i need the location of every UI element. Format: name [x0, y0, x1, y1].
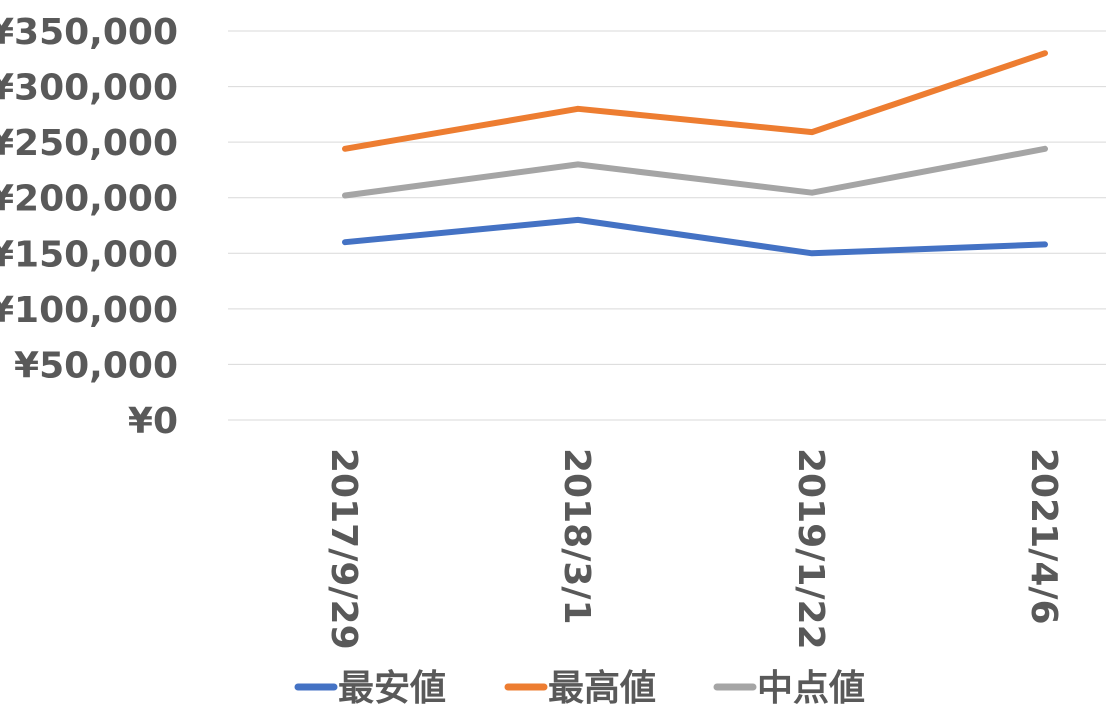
x-tick-label: 2017/9/29	[323, 448, 364, 650]
x-axis-tick-labels: 2017/9/29 2018/3/1 2019/1/22 2021/4/6	[323, 448, 1064, 650]
series-line-0	[342, 216, 1048, 257]
x-tick-label: 2018/3/1	[556, 448, 597, 625]
y-tick-label: ¥200,000	[0, 179, 178, 220]
y-tick-label: ¥250,000	[0, 123, 178, 164]
x-tick-label: 2019/1/22	[790, 448, 831, 650]
y-tick-label: ¥350,000	[0, 12, 178, 53]
series-lines	[342, 50, 1048, 257]
legend-label: 最安値	[338, 668, 446, 709]
series-line-1	[342, 50, 1048, 152]
y-tick-label: ¥100,000	[0, 290, 178, 331]
y-axis-tick-labels: ¥0 ¥50,000 ¥100,000 ¥150,000 ¥200,000 ¥250,00…	[0, 12, 178, 442]
legend-label: 最高値	[548, 668, 656, 709]
y-tick-label: ¥0	[128, 401, 178, 442]
series-line-2	[342, 145, 1048, 199]
y-tick-label: ¥300,000	[0, 68, 178, 109]
y-tick-label: ¥50,000	[14, 345, 178, 386]
legend-label: 中点値	[757, 668, 865, 709]
y-tick-label: ¥150,000	[0, 234, 178, 275]
x-tick-label: 2021/4/6	[1023, 448, 1064, 625]
legend: 最安値 最高値 中点値	[294, 668, 865, 709]
gridlines	[228, 30, 1106, 421]
